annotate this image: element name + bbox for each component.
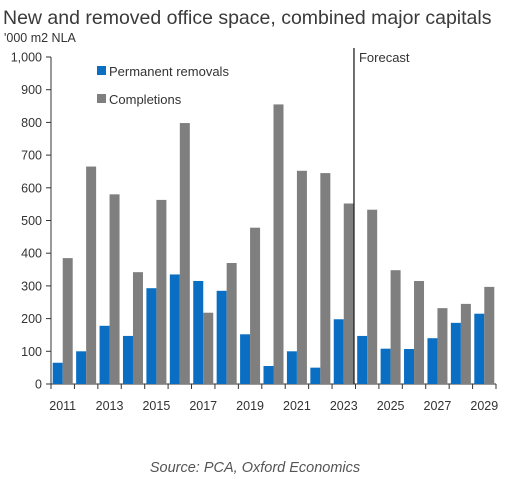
bar-permanent-removals [76,351,87,384]
forecast-label: Forecast [359,50,410,65]
bar-completions [86,166,97,384]
bar-completions [250,227,261,384]
bar-permanent-removals [310,367,321,384]
bar-permanent-removals [427,338,438,384]
bar-completions [367,209,378,384]
x-tick-label: 2017 [189,399,217,413]
bar-permanent-removals [240,334,251,384]
legend-swatch-completions [97,94,106,103]
bars [52,104,495,384]
bar-permanent-removals [122,335,133,384]
bar-permanent-removals [404,349,415,384]
bar-permanent-removals [450,322,461,384]
legend-swatch-removals [97,66,106,75]
y-tick-label: 900 [21,83,42,97]
x-tick-label: 2019 [236,399,264,413]
x-tick-label: 2027 [424,399,452,413]
y-tick-label: 0 [35,378,42,392]
bar-permanent-removals [146,288,157,384]
y-tick-label: 700 [21,149,42,163]
source-note: Source: PCA, Oxford Economics [150,460,360,476]
bar-completions [156,199,167,384]
bar-completions [343,203,354,384]
bar-completions [203,312,214,384]
legend-label-removals: Permanent removals [109,64,229,79]
bar-completions [109,194,120,384]
bar-permanent-removals [263,366,274,384]
bar-permanent-removals [52,362,63,384]
bar-completions [273,104,284,384]
bar-completions [460,303,471,384]
x-tick-label: 2015 [142,399,170,413]
y-tick-label: 100 [21,345,42,359]
legend-label-completions: Completions [109,92,182,107]
bar-permanent-removals [380,348,391,384]
y-tick-label: 200 [21,312,42,326]
bar-completions [414,280,425,384]
x-tick-label: 2023 [330,399,358,413]
x-tick-label: 2025 [377,399,405,413]
chart-subtitle: '000 m2 NLA [4,31,77,45]
x-tick-label: 2021 [283,399,311,413]
bar-permanent-removals [357,335,368,384]
chart-title: New and removed office space, combined m… [3,7,492,29]
y-tick-label: 800 [21,116,42,130]
bar-permanent-removals [286,351,297,384]
bar-completions [226,263,237,384]
bar-permanent-removals [333,319,344,384]
bar-completions [132,272,143,384]
y-tick-label: 500 [21,214,42,228]
y-tick-label: 1,000 [11,51,42,65]
bar-completions [437,308,448,384]
bar-permanent-removals [474,313,485,384]
bar-permanent-removals [193,280,204,384]
bar-completions [484,286,495,384]
y-tick-label: 300 [21,279,42,293]
x-axis: 2011 2013 2015 2017 2019 2021 2023 2025 2027 2029 [49,383,498,413]
y-tick-label: 600 [21,181,42,195]
x-tick-label: 2013 [96,399,124,413]
x-tick-label: 2011 [49,399,76,413]
bar-permanent-removals [169,274,180,384]
legend: Permanent removals Completions [97,64,229,107]
bar-completions [179,123,190,384]
bar-completions [320,173,331,384]
y-axis: 0 100 200 300 400 500 600 700 800 900 1,000 [11,51,52,392]
bar-completions [296,170,307,384]
x-tick-label: 2029 [470,399,498,413]
y-tick-label: 400 [21,247,42,261]
bar-completions [62,258,73,384]
bar-permanent-removals [99,325,110,384]
bar-permanent-removals [216,290,227,384]
bar-completions [390,270,401,384]
